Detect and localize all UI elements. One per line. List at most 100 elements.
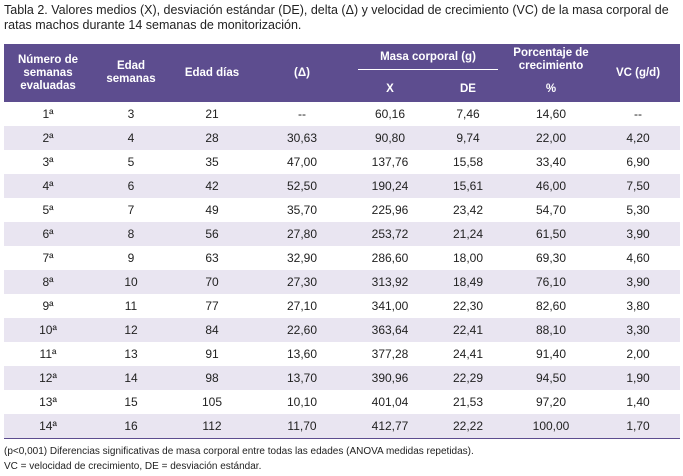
table-cell: 13,60 (286, 347, 318, 361)
table-cell: 77 (205, 299, 219, 313)
table-cell: 9 (127, 251, 135, 265)
table-cell: 225,96 (371, 203, 409, 217)
header-cell: Número de semanas evaluadas (4, 44, 92, 102)
table-cell: 21,24 (430, 222, 506, 246)
table-cell: 10 (92, 270, 170, 294)
table-cell: 13ª (39, 395, 57, 409)
table-cell: 63 (205, 251, 219, 265)
table-cell: 27,80 (254, 222, 350, 246)
header-cell: Edad semanas (92, 44, 170, 102)
table-header: Número de semanas evaluadas Edad semanas… (4, 44, 680, 102)
footnote: (p<0,001) Diferencias significativas de … (4, 446, 474, 457)
table-cell: 22,30 (452, 299, 484, 313)
table-cell: 22,60 (254, 318, 350, 342)
table-cell: 27,30 (254, 270, 350, 294)
footnote: VC = velocidad de crecimiento, DE = desv… (4, 461, 262, 472)
table-cell: 12ª (4, 366, 92, 390)
table-cell: 76,10 (506, 270, 596, 294)
table-cell: 412,77 (350, 414, 430, 439)
caption: Tabla 2. Valores medios (X), desviación … (4, 3, 669, 32)
table-cell: 3 (127, 107, 135, 121)
table-row: 13ª 15 105 10,10 401,04 21,53 97,20 1,40 (4, 390, 680, 414)
table-cell: 27,10 (286, 299, 318, 313)
table-cell: 22,00 (506, 126, 596, 150)
table-cell: 94,50 (506, 366, 596, 390)
table-cell: 15 (124, 395, 138, 409)
table-cell: 49 (205, 203, 219, 217)
table-cell: 61,50 (506, 222, 596, 246)
table-cell: 105 (201, 395, 223, 409)
table-cell: 253,72 (350, 222, 430, 246)
table-cell: 13 (124, 347, 138, 361)
table-cell: 47,00 (286, 155, 318, 169)
table-cell: 6,90 (626, 155, 650, 169)
table-cell: 60,16 (374, 107, 406, 121)
table-cell: 32,90 (286, 251, 318, 265)
table-cell: 3,90 (596, 222, 680, 246)
table-cell: 18,00 (452, 251, 484, 265)
header-cell: VC (g/d) (596, 44, 680, 102)
table-cell: 390,96 (350, 366, 430, 390)
table-cell: 12 (92, 318, 170, 342)
table-cell: 1,40 (626, 395, 650, 409)
table-cell: 46,00 (506, 174, 596, 198)
table-cell: 377,28 (371, 347, 409, 361)
table-cell: -- (634, 107, 642, 121)
table-cell: 1ª (42, 107, 54, 121)
table-cell: 11 (124, 299, 138, 313)
table-cell: 52,50 (254, 174, 350, 198)
table-cell: 137,76 (371, 155, 409, 169)
table-cell: 6 (92, 174, 170, 198)
table-cell: 35 (205, 155, 219, 169)
header-cell: X (350, 76, 430, 102)
table-cell: 2,00 (626, 347, 650, 361)
table-body: 1ª 3 21 -- 60,16 7,46 14,60 -- 2ª 4 28 30,63 90,80 9,… (4, 102, 680, 439)
table-cell: 1,90 (596, 366, 680, 390)
table-cell: 100,00 (506, 414, 596, 439)
table-cell: 24,41 (452, 347, 484, 361)
table-cell: 7ª (42, 251, 54, 265)
header-cell: Porcentaje de crecimiento (506, 44, 596, 76)
table-row: 6ª 8 56 27,80 253,72 21,24 61,50 3,90 (4, 222, 680, 246)
table-cell: 4,20 (596, 126, 680, 150)
table-cell: 1,70 (596, 414, 680, 439)
table-cell: 22,22 (430, 414, 506, 439)
table-row: 5ª 7 49 35,70 225,96 23,42 54,70 5,30 (4, 198, 680, 222)
table-cell: 286,60 (371, 251, 409, 265)
table-cell: 10ª (4, 318, 92, 342)
table-row: 4ª 6 42 52,50 190,24 15,61 46,00 7,50 (4, 174, 680, 198)
table-row: 1ª 3 21 -- 60,16 7,46 14,60 -- (4, 102, 680, 126)
table-cell: 69,30 (535, 251, 567, 265)
table-cell: -- (298, 107, 306, 121)
header-cell: Edad días (170, 44, 254, 102)
table-cell: 8 (92, 222, 170, 246)
table-cell: 8ª (4, 270, 92, 294)
table-cell: 5 (127, 155, 135, 169)
table-cell: 30,63 (254, 126, 350, 150)
table-cell: 11ª (39, 347, 57, 361)
table-cell: 401,04 (371, 395, 409, 409)
table-cell: 84 (170, 318, 254, 342)
table-cell: 190,24 (350, 174, 430, 198)
table-cell: 13,70 (254, 366, 350, 390)
table-row: 3ª 5 35 47,00 137,76 15,58 33,40 6,90 (4, 150, 680, 174)
table-cell: 91,40 (535, 347, 567, 361)
table-cell: 98 (170, 366, 254, 390)
table-cell: 90,80 (350, 126, 430, 150)
table-cell: 7 (127, 203, 135, 217)
table-cell: 6ª (4, 222, 92, 246)
header-cell: % (506, 76, 596, 102)
table-cell: 7,50 (596, 174, 680, 198)
table-cell: 4 (92, 126, 170, 150)
header-cell: Masa corporal (g) (358, 51, 498, 70)
table-cell: 313,92 (350, 270, 430, 294)
data-table: Número de semanas evaluadas Edad semanas… (4, 44, 680, 439)
table-cell: 11,70 (254, 414, 350, 439)
table-cell: 14 (92, 366, 170, 390)
header-group: Masa corporal (g) (350, 44, 506, 76)
table-cell: 4,60 (626, 251, 650, 265)
table-cell: 15,58 (452, 155, 484, 169)
table-cell: 9ª (42, 299, 54, 313)
table-cell: 15,61 (430, 174, 506, 198)
header-cell: DE (430, 76, 506, 102)
